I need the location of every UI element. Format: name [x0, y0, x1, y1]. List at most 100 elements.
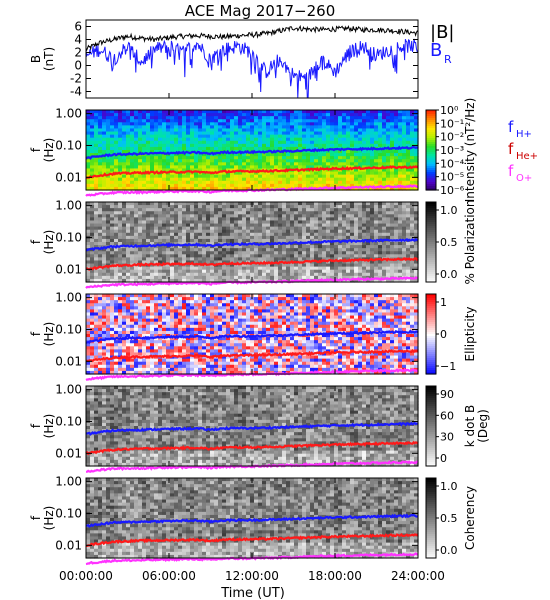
- heatmap-cell: [150, 150, 155, 154]
- heatmap-cell: [126, 214, 131, 218]
- heatmap-cell: [226, 146, 231, 151]
- heatmap-cell: [286, 131, 291, 136]
- heatmap-cell: [334, 205, 339, 209]
- heatmap-cell: [246, 159, 251, 163]
- heatmap-cell: [98, 217, 103, 222]
- heatmap-cell: [206, 137, 211, 142]
- heatmap-cell: [342, 254, 347, 258]
- heatmap-cell: [282, 137, 287, 142]
- y-tick-label-2: 0.10: [55, 230, 82, 244]
- heatmap-cell: [366, 113, 371, 117]
- figure-title: ACE Mag 2017−260: [185, 2, 336, 20]
- heatmap-cell: [234, 122, 239, 126]
- heatmap-cell: [174, 245, 179, 249]
- heatmap-cell: [122, 122, 127, 126]
- heatmap-cell: [238, 260, 243, 265]
- heatmap-cell: [198, 128, 203, 133]
- heatmap-cell: [306, 153, 311, 157]
- heatmap-cell: [202, 245, 207, 249]
- heatmap-cell: [254, 257, 259, 262]
- heatmap-cell: [122, 168, 127, 173]
- heatmap-cell: [210, 165, 215, 170]
- heatmap-cell: [206, 122, 211, 126]
- heatmap-cell: [150, 208, 155, 212]
- heatmap-cell: [214, 159, 219, 163]
- heatmap-cell: [382, 171, 387, 176]
- heatmap-cell: [138, 257, 143, 262]
- heatmap-cell: [174, 143, 179, 148]
- heatmap-cell: [110, 159, 115, 163]
- heatmap-cell: [202, 165, 207, 170]
- heatmap-cell: [234, 202, 239, 206]
- heatmap-cell: [202, 248, 207, 252]
- heatmap-cell: [414, 260, 419, 265]
- heatmap-cell: [242, 238, 247, 243]
- heatmap-cell: [218, 202, 223, 206]
- heatmap-cell: [370, 168, 375, 173]
- heatmap-cell: [150, 205, 155, 209]
- heatmap-cell: [146, 165, 151, 170]
- heatmap-cell: [258, 263, 263, 268]
- heatmap-cell: [182, 260, 187, 265]
- heatmap-cell: [298, 257, 303, 262]
- heatmap-cell: [374, 162, 379, 166]
- heatmap-cell: [234, 211, 239, 215]
- heatmap-cell: [390, 128, 395, 133]
- heatmap-cell: [194, 266, 199, 271]
- heatmap-cell: [206, 146, 211, 151]
- heatmap-cell: [374, 153, 379, 157]
- heatmap-cell: [102, 257, 107, 262]
- heatmap-cell: [354, 159, 359, 163]
- heatmap-cell: [94, 183, 99, 188]
- heatmap-cell: [134, 119, 139, 123]
- heatmap-cell: [322, 272, 327, 277]
- heatmap-cell: [230, 180, 235, 185]
- heatmap-cell: [386, 248, 391, 252]
- heatmap-cell: [310, 110, 315, 114]
- heatmap-cell: [178, 113, 183, 117]
- heatmap-cell: [378, 202, 383, 206]
- heatmap-cell: [182, 113, 187, 117]
- heatmap-cell: [106, 205, 111, 209]
- colorbar-cell: [426, 264, 436, 267]
- heatmap-cell: [178, 125, 183, 130]
- heatmap-cell: [386, 272, 391, 277]
- heatmap-cell: [186, 156, 191, 160]
- heatmap-cell: [366, 263, 371, 268]
- gyro-line-f_H: [85, 237, 419, 252]
- heatmap-cell: [90, 116, 95, 120]
- heatmap-cell: [182, 140, 187, 145]
- heatmap-cell: [222, 263, 227, 268]
- heatmap-cell: [118, 174, 123, 179]
- heatmap-cell: [238, 223, 243, 228]
- heatmap-cell: [234, 180, 239, 185]
- heatmap-cell: [390, 223, 395, 228]
- heatmap-cell: [206, 116, 211, 120]
- heatmap-cell: [394, 180, 399, 185]
- heatmap-cell: [410, 140, 415, 145]
- heatmap-cell: [222, 125, 227, 130]
- heatmap-cell: [322, 260, 327, 265]
- heatmap-cell: [234, 156, 239, 160]
- heatmap-cell: [126, 211, 131, 215]
- heatmap-cell: [198, 162, 203, 166]
- heatmap-cell: [134, 208, 139, 212]
- heatmap-cell: [238, 232, 243, 237]
- heatmap-cell: [134, 257, 139, 262]
- heatmap-cell: [142, 168, 147, 173]
- heatmap-cell: [138, 162, 143, 166]
- heatmap-cell: [86, 294, 91, 298]
- heatmap-cell: [294, 143, 299, 148]
- heatmap-cell: [130, 177, 135, 182]
- heatmap-cell: [270, 159, 275, 163]
- heatmap-cell: [230, 275, 235, 280]
- heatmap-cell: [358, 272, 363, 277]
- heatmap-cell: [210, 226, 215, 231]
- heatmap-cell: [390, 278, 395, 283]
- heatmap-cell: [378, 272, 383, 277]
- heatmap-cell: [194, 238, 199, 243]
- heatmap-cell: [218, 208, 223, 212]
- heatmap-cell: [266, 257, 271, 262]
- heatmap-cell: [198, 183, 203, 188]
- heatmap-cell: [146, 260, 151, 265]
